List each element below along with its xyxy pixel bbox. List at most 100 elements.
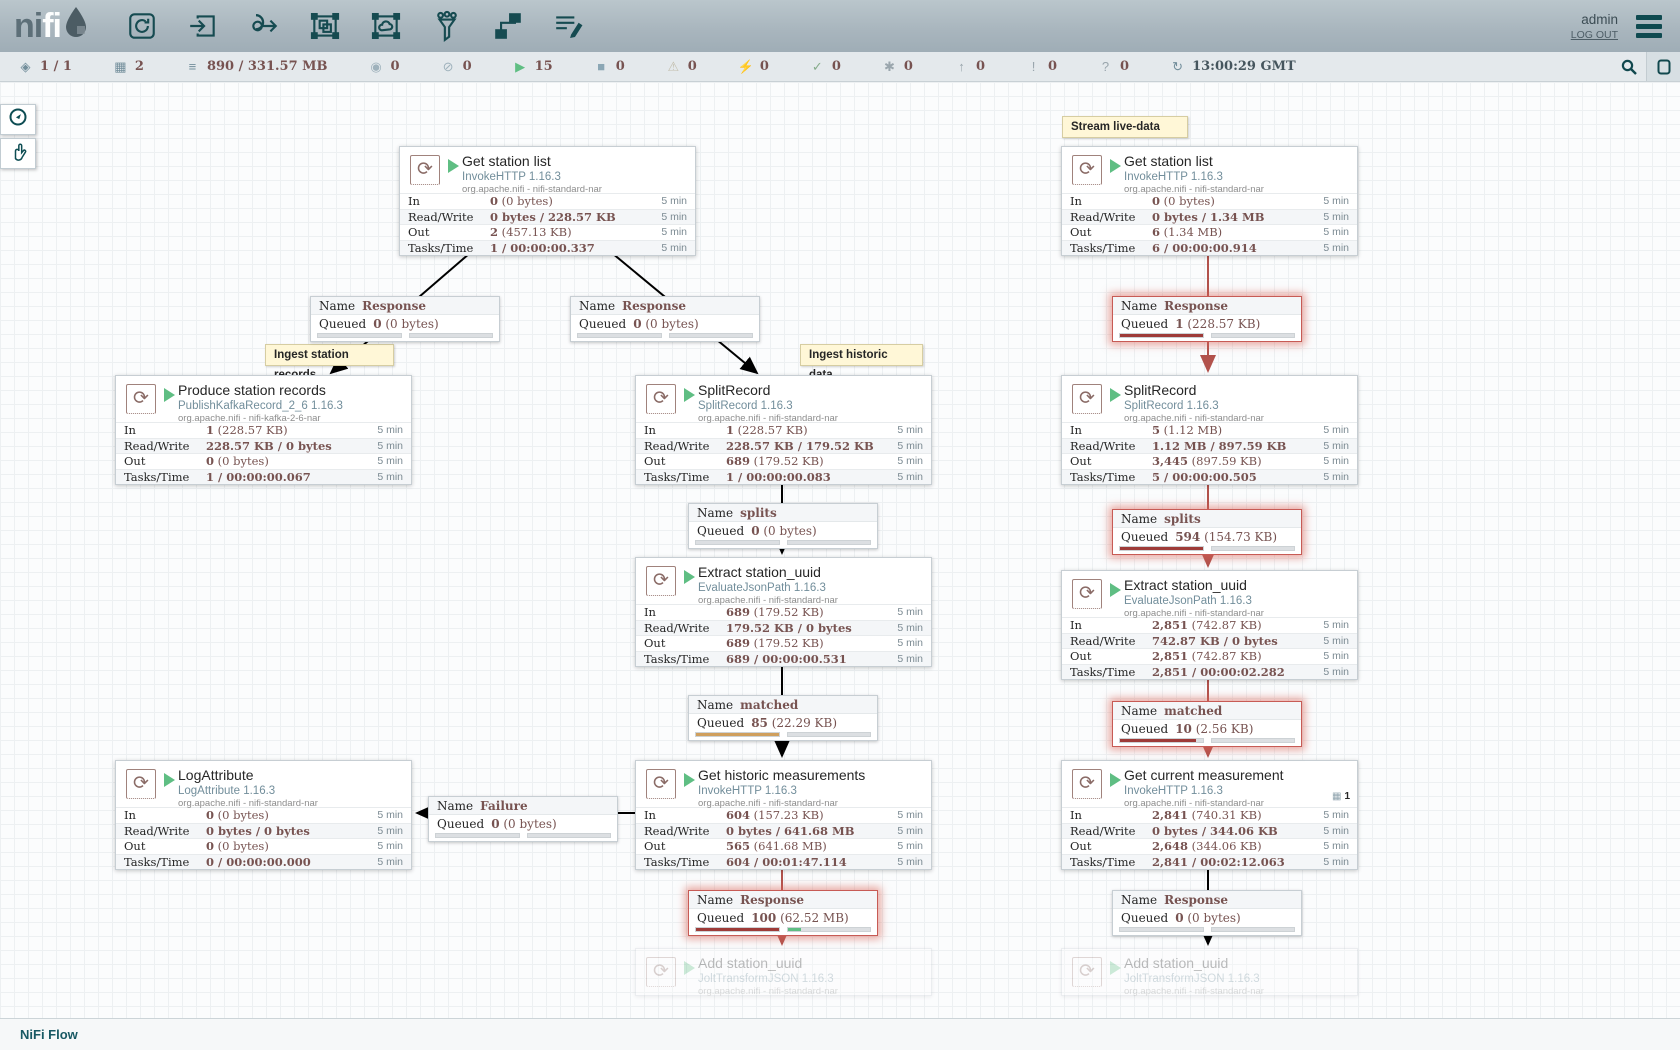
stat-label: In — [124, 423, 136, 437]
status-modified-stale-count: 0 — [1048, 59, 1058, 74]
toolbar-label-icon[interactable] — [550, 6, 588, 46]
stat-label: Read/Write — [644, 620, 710, 635]
processor-name: Produce station records — [178, 382, 326, 398]
processor-get-station-list[interactable]: ⟳ Get station list InvokeHTTP 1.16.3 org.ap… — [1061, 146, 1358, 256]
flow-label-stream-live-data[interactable]: Stream live-data — [1062, 116, 1188, 138]
queued-label: Queued — [697, 524, 745, 538]
connection-response[interactable]: Name Response Queued 0 (0 bytes) — [310, 296, 500, 342]
logout-link[interactable]: LOG OUT — [1570, 28, 1618, 41]
connection-queued-row: Queued 0 (0 bytes) — [311, 315, 499, 333]
toolbar-funnel-icon[interactable] — [428, 6, 466, 46]
toolbar-input-port-icon[interactable] — [184, 6, 222, 46]
panel-icon — [1657, 59, 1670, 74]
processor-type: InvokeHTTP 1.16.3 — [1124, 171, 1223, 183]
processor-splitrecord[interactable]: ⟳ SplitRecord SplitRecord 1.16.3 org.apache… — [635, 375, 932, 485]
size-threshold-bar — [668, 333, 753, 338]
stat-label: Read/Write — [644, 438, 710, 453]
stat-row-out: Out 3,445 (897.59 KB) 5 min — [1062, 453, 1357, 469]
queued-value: 0 (0 bytes) — [751, 524, 817, 538]
processor-name: Extract station_uuid — [698, 564, 821, 580]
queued-value: 10 (2.56 KB) — [1175, 722, 1254, 736]
toolbar-processor-icon[interactable] — [123, 6, 161, 46]
panel-toggle-button[interactable] — [1646, 52, 1680, 81]
stat-window: 5 min — [1323, 455, 1349, 467]
processor-add-station-uuid[interactable]: ⟳ Add station_uuid JoltTransformJSON 1.16.… — [635, 948, 932, 997]
status-threads: ▦ 2 — [113, 59, 144, 75]
connection-name: Response — [362, 299, 427, 313]
stat-value: 604 / 00:01:47.114 — [726, 854, 847, 869]
flow-label-ingest-historic-data[interactable]: Ingest historic data — [800, 344, 923, 381]
connection-name: matched — [1164, 704, 1223, 718]
queued-label: Queued — [1121, 911, 1169, 925]
queued-value: 594 (154.73 KB) — [1175, 530, 1278, 544]
processor-produce-station-records[interactable]: ⟳ Produce station records PublishKafkaReco… — [115, 375, 412, 485]
stat-value: 689 / 00:00:00.531 — [726, 651, 847, 666]
breadcrumb[interactable]: NiFi Flow — [20, 1027, 78, 1042]
run-status-running-icon — [1110, 583, 1121, 597]
stat-row-read-write: Read/Write 0 bytes / 641.68 MB 5 min — [636, 822, 931, 838]
connection-matched[interactable]: Name matched Queued 85 (22.29 KB) — [688, 695, 878, 741]
navigate-palette-toggle[interactable] — [0, 104, 36, 135]
connection-failure[interactable]: Name Failure Queued 0 (0 bytes) — [428, 796, 618, 842]
processor-header: ⟳ LogAttribute LogAttribute 1.16.3 org.apac… — [116, 761, 411, 809]
processor-extract-station-uuid[interactable]: ⟳ Extract station_uuid EvaluateJsonPath 1.… — [1061, 570, 1358, 680]
flow-canvas[interactable]: Stream live-data Ingest station records In… — [0, 82, 1680, 1018]
status-queued-count: 890 / 331.57 MB — [206, 59, 328, 74]
toolbar-template-icon[interactable] — [489, 6, 527, 46]
queued-value: 100 (62.52 MB) — [751, 911, 849, 925]
flow-label-ingest-station-records[interactable]: Ingest station records — [265, 344, 394, 381]
processor-type-icon: ⟳ — [646, 566, 676, 596]
account-info: admin LOG OUT — [1571, 12, 1618, 41]
stat-label: Tasks/Time — [644, 651, 710, 666]
name-label: Name — [697, 893, 734, 907]
toolbar-output-port-icon[interactable] — [245, 6, 283, 46]
stat-value: 0 / 00:00:00.000 — [206, 854, 311, 869]
processor-type-icon: ⟳ — [126, 769, 156, 799]
search-button[interactable] — [1612, 52, 1646, 81]
stat-label: Out — [1070, 839, 1092, 853]
connection-matched[interactable]: Name matched Queued 10 (2.56 KB) — [1112, 701, 1302, 747]
stat-window: 5 min — [377, 455, 403, 467]
stat-row-out: Out 565 (641.68 MB) 5 min — [636, 838, 931, 854]
processor-type: PublishKafkaRecord_2_6 1.16.3 — [178, 400, 343, 412]
run-status-running-icon — [684, 961, 695, 975]
size-threshold-bar — [786, 540, 871, 545]
navigate-icon — [8, 107, 28, 132]
stat-label: Read/Write — [1070, 209, 1136, 224]
name-label: Name — [1121, 299, 1158, 313]
last-refresh-time: 13:00:29 GMT — [1192, 59, 1296, 74]
connection-response[interactable]: Name Response Queued 1 (228.57 KB) — [1112, 296, 1302, 342]
processor-type-icon: ⟳ — [646, 384, 676, 414]
processor-get-historic-measurements[interactable]: ⟳ Get historic measurements InvokeHTTP 1.1… — [635, 760, 932, 870]
refresh-icon[interactable]: ↻ — [1172, 58, 1184, 74]
backpressure-bars — [1113, 546, 1301, 554]
processor-add-station-uuid[interactable]: ⟳ Add station_uuid JoltTransformJSON 1.16.… — [1061, 948, 1358, 997]
run-status-running-icon — [1110, 961, 1121, 975]
stat-value: 6 / 00:00:00.914 — [1152, 240, 1257, 255]
stat-label: In — [1070, 423, 1082, 437]
connection-splits[interactable]: Name splits Queued 594 (154.73 KB) — [1112, 509, 1302, 555]
processor-bundle: org.apache.nifi - nifi-standard-nar — [1124, 608, 1264, 619]
toolbar-process-group-icon[interactable] — [306, 6, 344, 46]
operate-palette-toggle[interactable] — [0, 138, 36, 169]
stat-row-in: In 1 (228.57 KB) 5 min — [116, 422, 411, 438]
processor-get-current-measurement[interactable]: ⟳ Get current measurement InvokeHTTP 1.16.… — [1061, 760, 1358, 870]
backpressure-bars — [689, 927, 877, 935]
stat-label: Tasks/Time — [1070, 664, 1136, 679]
processor-get-station-list[interactable]: ⟳ Get station list InvokeHTTP 1.16.3 org.ap… — [399, 146, 696, 256]
connection-response[interactable]: Name Response Queued 0 (0 bytes) — [570, 296, 760, 342]
connection-response[interactable]: Name Response Queued 0 (0 bytes) — [1112, 890, 1302, 936]
stat-row-in: In 5 (1.12 MB) 5 min — [1062, 422, 1357, 438]
processor-logattribute[interactable]: ⟳ LogAttribute LogAttribute 1.16.3 org.apac… — [115, 760, 412, 870]
connection-response[interactable]: Name Response Queued 100 (62.52 MB) — [688, 890, 878, 936]
stat-window: 5 min — [1323, 840, 1349, 852]
global-menu-button[interactable] — [1632, 11, 1666, 42]
running-icon: ▶ — [515, 58, 526, 74]
processor-splitrecord[interactable]: ⟳ SplitRecord SplitRecord 1.16.3 org.apache… — [1061, 375, 1358, 485]
processor-extract-station-uuid[interactable]: ⟳ Extract station_uuid EvaluateJsonPath 1.… — [635, 557, 932, 667]
stat-value: 2,851 (742.87 KB) — [1152, 618, 1262, 632]
toolbar-remote-process-group-icon[interactable] — [367, 6, 405, 46]
size-threshold-bar — [786, 732, 871, 737]
processor-bundle: org.apache.nifi - nifi-standard-nar — [698, 986, 838, 997]
connection-splits[interactable]: Name splits Queued 0 (0 bytes) — [688, 503, 878, 549]
